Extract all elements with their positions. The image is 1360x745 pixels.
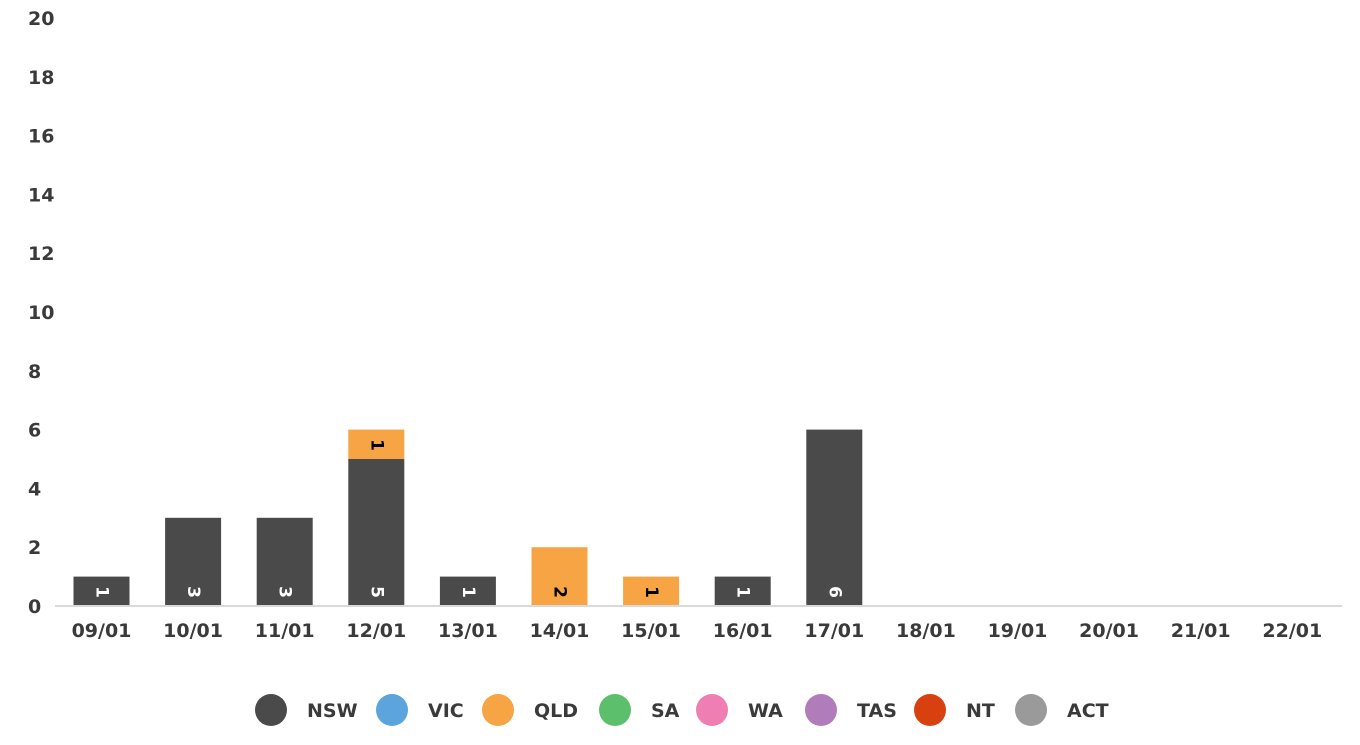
bar-value-label: 1 <box>733 586 753 598</box>
y-tick-label: 2 <box>28 537 41 559</box>
legend-swatch <box>1015 694 1047 726</box>
y-tick-label: 18 <box>28 67 54 89</box>
y-tick-label: 8 <box>28 361 41 383</box>
x-tick-label: 12/01 <box>346 620 406 642</box>
bar-nsw-11-01 <box>256 517 313 606</box>
y-tick-label: 10 <box>28 302 54 324</box>
legend-item-nt[interactable]: NT <box>914 694 995 726</box>
y-tick-label: 0 <box>28 596 41 618</box>
bar-nsw-13-01 <box>439 576 496 606</box>
y-tick-label: 16 <box>28 126 54 148</box>
legend-swatch <box>255 694 287 726</box>
bar-nsw-12-01 <box>348 459 405 606</box>
y-tick-label: 20 <box>28 8 54 30</box>
legend-item-act[interactable]: ACT <box>1015 694 1109 726</box>
legend-label: QLD <box>534 700 578 722</box>
legend-label: TAS <box>857 700 897 722</box>
bar-value-label: 1 <box>458 586 478 598</box>
bar-value-label: 1 <box>366 439 386 451</box>
bar-nsw-10-01 <box>165 517 222 606</box>
y-tick-label: 14 <box>28 184 54 206</box>
x-tick-label: 22/01 <box>1262 620 1322 642</box>
bar-qld-14-01 <box>531 547 588 606</box>
legend-label: WA <box>748 700 783 722</box>
bar-value-label: 5 <box>366 586 386 598</box>
y-tick-label: 12 <box>28 243 54 265</box>
x-tick-label: 15/01 <box>621 620 681 642</box>
legend-item-nsw[interactable]: NSW <box>255 694 358 726</box>
bar-qld-15-01 <box>623 576 680 606</box>
x-tick-label: 21/01 <box>1171 620 1231 642</box>
x-tick-label: 14/01 <box>530 620 590 642</box>
legend-swatch <box>482 694 514 726</box>
legend-label: SA <box>651 700 680 722</box>
legend-item-sa[interactable]: SA <box>599 694 680 726</box>
x-tick-label: 11/01 <box>255 620 315 642</box>
bar-value-label: 6 <box>824 586 844 598</box>
legend-item-vic[interactable]: VIC <box>376 694 464 726</box>
x-tick-label: 13/01 <box>438 620 498 642</box>
x-tick-label: 20/01 <box>1079 620 1139 642</box>
x-tick-label: 09/01 <box>72 620 132 642</box>
legend-swatch <box>599 694 631 726</box>
x-tick-label: 10/01 <box>163 620 223 642</box>
legend-swatch <box>376 694 408 726</box>
legend-item-wa[interactable]: WA <box>696 694 783 726</box>
legend-swatch <box>696 694 728 726</box>
y-tick-label: 6 <box>28 420 41 442</box>
x-tick-label: 18/01 <box>896 620 956 642</box>
legend-label: NT <box>966 700 995 722</box>
x-tick-label: 19/01 <box>988 620 1048 642</box>
bar-nsw-09-01 <box>73 576 130 606</box>
x-tick-label: 16/01 <box>713 620 773 642</box>
legend-label: NSW <box>307 700 358 722</box>
bar-value-label: 2 <box>550 586 570 598</box>
bar-value-label: 1 <box>92 586 112 598</box>
legend-swatch <box>805 694 837 726</box>
legend-item-tas[interactable]: TAS <box>805 694 897 726</box>
bar-value-label: 3 <box>275 586 295 598</box>
y-axis: 0 2 4 6 8 10 12 14 16 18 20 <box>28 8 54 618</box>
legend-item-qld[interactable]: QLD <box>482 694 578 726</box>
legend-swatch <box>914 694 946 726</box>
y-tick-label: 4 <box>28 478 41 500</box>
legend-label: ACT <box>1067 700 1109 722</box>
bar-value-label: 1 <box>641 586 661 598</box>
x-axis: 09/01 10/01 11/01 12/01 13/01 14/01 15/01 16/01… <box>72 620 1323 642</box>
legend: NSW VIC QLD SA WA TAS NT ACT <box>255 694 1109 726</box>
bar-value-label: 3 <box>183 586 203 598</box>
bar-nsw-17-01 <box>806 429 863 606</box>
bars: 1 3 3 5 1 1 2 1 1 6 <box>73 429 863 606</box>
x-tick-label: 17/01 <box>804 620 864 642</box>
bar-qld-12-01 <box>348 429 405 459</box>
bar-nsw-16-01 <box>714 576 771 606</box>
legend-label: VIC <box>428 700 464 722</box>
